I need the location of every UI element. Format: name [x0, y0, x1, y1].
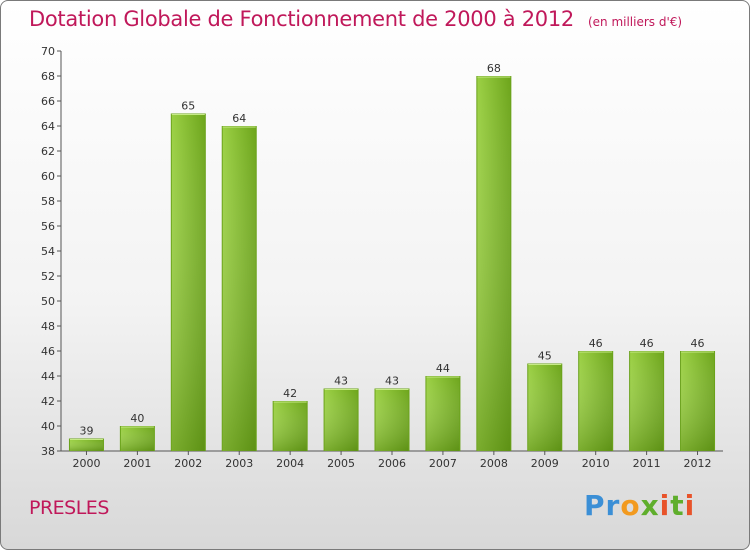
bar-value-label: 40 — [130, 412, 144, 425]
commune-name: PRESLES — [29, 497, 109, 519]
bar-value-label: 64 — [232, 112, 246, 125]
logo-letter: i — [659, 489, 671, 522]
bar-shade — [681, 352, 715, 451]
chart-bars: 39 40 65 64 42 43 43 44 68 45 46 46 46 — [68, 62, 716, 451]
bar-shade — [222, 127, 256, 451]
bar-shade — [528, 364, 562, 451]
x-tick-label: 2009 — [531, 457, 559, 470]
y-tick-label: 70 — [41, 45, 55, 58]
x-tick-label: 2010 — [582, 457, 610, 470]
logo-letter: r — [605, 489, 621, 522]
x-tick-label: 2012 — [684, 457, 712, 470]
bar-shade — [324, 389, 358, 451]
y-tick-label: 52 — [41, 270, 55, 283]
x-tick-label: 2000 — [72, 457, 100, 470]
y-tick-label: 60 — [41, 170, 55, 183]
y-tick-label: 42 — [41, 395, 55, 408]
logo-letter: t — [670, 489, 685, 522]
bar-shade — [579, 352, 613, 451]
x-tick-label: 2008 — [480, 457, 508, 470]
bar-value-label: 46 — [691, 337, 705, 350]
bar-value-label: 65 — [181, 100, 195, 113]
y-tick-label: 68 — [41, 70, 55, 83]
logo-letter: x — [640, 489, 660, 522]
logo-letter: o — [620, 489, 641, 522]
y-tick-label: 66 — [41, 95, 55, 108]
bar-value-label: 43 — [334, 375, 348, 388]
y-tick-label: 50 — [41, 295, 55, 308]
proxiti-logo: Proxiti — [584, 489, 695, 522]
y-tick-label: 56 — [41, 220, 55, 233]
bar-shade — [375, 389, 409, 451]
x-tick-label: 2011 — [633, 457, 661, 470]
y-tick-label: 62 — [41, 145, 55, 158]
bar-shade — [69, 439, 103, 451]
chart-title: Dotation Globale de Fonctionnement de 20… — [29, 7, 683, 31]
bar-value-label: 42 — [283, 387, 297, 400]
y-tick-label: 64 — [41, 120, 55, 133]
bar-value-label: 46 — [640, 337, 654, 350]
logo-letter: i — [684, 489, 696, 522]
chart-subtitle: (en milliers d'€) — [587, 15, 683, 29]
bar-shade — [120, 427, 154, 451]
x-tick-label: 2001 — [123, 457, 151, 470]
bar-value-label: 43 — [385, 375, 399, 388]
y-tick-label: 44 — [41, 370, 55, 383]
y-tick-label: 38 — [41, 445, 55, 458]
y-tick-label: 48 — [41, 320, 55, 333]
x-tick-label: 2006 — [378, 457, 406, 470]
bar-shade — [171, 114, 205, 451]
y-tick-label: 54 — [41, 245, 55, 258]
x-tick-label: 2003 — [225, 457, 253, 470]
x-tick-label: 2005 — [327, 457, 355, 470]
bar-value-label: 46 — [589, 337, 603, 350]
bar-shade — [273, 402, 307, 451]
chart-axes: 38 40 42 44 46 48 50 52 54 56 58 60 62 64 66 68 70 2000 20… — [41, 45, 723, 470]
bar-shade — [477, 77, 511, 451]
bar-shade — [630, 352, 664, 451]
y-tick-label: 46 — [41, 345, 55, 358]
y-tick-label: 40 — [41, 420, 55, 433]
logo-letter: P — [584, 489, 606, 522]
x-tick-label: 2007 — [429, 457, 457, 470]
bar-value-label: 39 — [79, 425, 93, 438]
bar-value-label: 44 — [436, 362, 450, 375]
bar-value-label: 45 — [538, 350, 552, 363]
x-tick-label: 2002 — [174, 457, 202, 470]
y-tick-label: 58 — [41, 195, 55, 208]
x-tick-label: 2004 — [276, 457, 304, 470]
bar-shade — [426, 377, 460, 451]
bar-value-label: 68 — [487, 62, 501, 75]
